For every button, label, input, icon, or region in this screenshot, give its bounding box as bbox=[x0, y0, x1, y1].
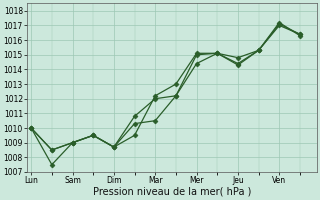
X-axis label: Pression niveau de la mer( hPa ): Pression niveau de la mer( hPa ) bbox=[92, 187, 251, 197]
